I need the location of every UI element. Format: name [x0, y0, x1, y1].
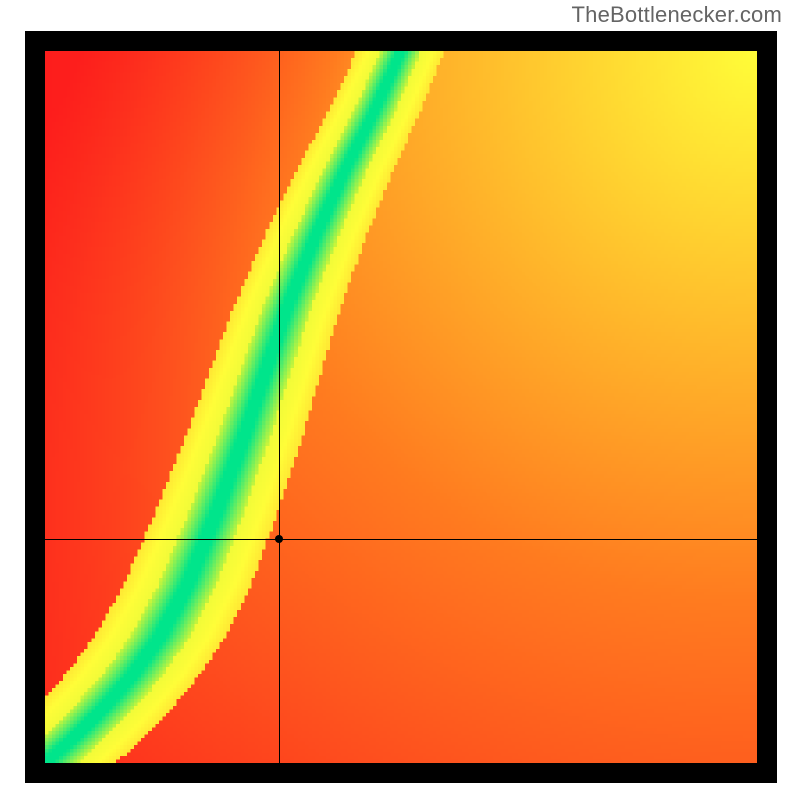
marker-point — [275, 535, 283, 543]
crosshair-vertical — [279, 51, 280, 763]
figure-container: TheBottlenecker.com — [0, 0, 800, 800]
heatmap-canvas — [45, 51, 757, 763]
crosshair-horizontal — [45, 539, 757, 540]
watermark-text: TheBottlenecker.com — [572, 2, 782, 28]
